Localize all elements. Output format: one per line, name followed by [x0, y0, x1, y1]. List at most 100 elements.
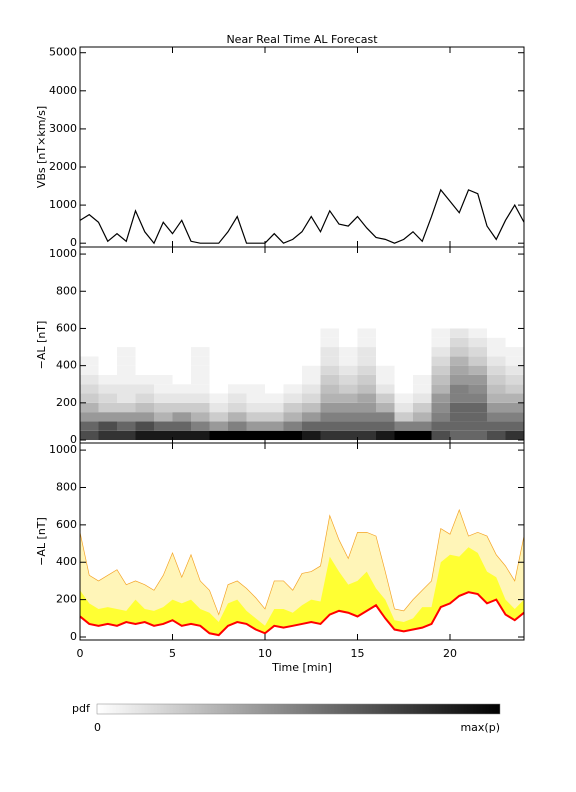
heat-cell — [209, 374, 228, 385]
heat-cell — [302, 421, 321, 431]
heat-cell — [135, 393, 154, 403]
heat-cell — [357, 421, 376, 431]
heat-cell — [394, 384, 413, 394]
heat-cell — [487, 347, 506, 357]
heat-cell — [98, 374, 117, 385]
heat-cell — [468, 402, 487, 413]
heat-cell — [283, 337, 302, 348]
heat-cell — [339, 421, 358, 431]
heat-cell — [431, 337, 450, 348]
y-tick-label: 800 — [56, 480, 77, 493]
y-axis-label: −AL [nT] — [35, 517, 48, 566]
heat-cell — [450, 365, 469, 375]
heat-cell — [376, 337, 395, 348]
heat-cell — [487, 421, 506, 431]
heat-cell — [450, 402, 469, 413]
heat-cell — [468, 337, 487, 348]
heat-cell — [80, 365, 99, 375]
heat-cell — [228, 393, 247, 403]
heat-cell — [431, 393, 450, 403]
heat-cell — [191, 402, 210, 413]
heat-cell — [135, 337, 154, 348]
y-tick-label: 0 — [70, 236, 77, 249]
heat-cell — [468, 356, 487, 366]
heat-cell — [487, 356, 506, 366]
heat-cell — [339, 328, 358, 338]
x-tick-label: 0 — [77, 647, 84, 660]
heat-cell — [265, 337, 284, 348]
heat-cell — [283, 421, 302, 431]
heat-cell — [135, 384, 154, 394]
heat-cell — [172, 374, 191, 385]
heat-cell — [246, 356, 265, 366]
heat-cell — [117, 374, 136, 385]
heat-cell — [339, 402, 358, 413]
heat-cell — [468, 365, 487, 375]
heat-cell — [339, 430, 358, 441]
y-tick-label: 600 — [56, 518, 77, 531]
y-tick-label: 0 — [70, 433, 77, 446]
heat-cell — [172, 393, 191, 403]
heat-cell — [413, 365, 432, 375]
heat-cell — [172, 412, 191, 422]
heat-cell — [413, 328, 432, 338]
heat-cell — [357, 365, 376, 375]
heat-cell — [228, 337, 247, 348]
heat-cell — [339, 347, 358, 357]
heat-cell — [209, 356, 228, 366]
heat-cell — [320, 384, 339, 394]
heat-cell — [228, 421, 247, 431]
heat-cell — [117, 347, 136, 357]
heat-cell — [172, 421, 191, 431]
heat-cell — [505, 430, 524, 441]
heat-cell — [320, 337, 339, 348]
heat-cell — [394, 430, 413, 441]
y-tick-label: 2000 — [49, 160, 77, 173]
heat-cell — [376, 384, 395, 394]
heat-cell — [228, 430, 247, 441]
heat-cell — [431, 328, 450, 338]
heat-cell — [302, 430, 321, 441]
heat-cell — [172, 337, 191, 348]
heat-cell — [450, 337, 469, 348]
heat-cell — [376, 430, 395, 441]
heat-cell — [394, 374, 413, 385]
heat-cell — [413, 374, 432, 385]
heat-cell — [413, 384, 432, 394]
x-tick-label: 10 — [258, 647, 272, 660]
y-tick-label: 0 — [70, 630, 77, 643]
heat-cell — [154, 402, 173, 413]
heat-cell — [468, 393, 487, 403]
heat-cell — [487, 412, 506, 422]
heat-cell — [172, 347, 191, 357]
heat-cell — [413, 337, 432, 348]
heat-cell — [394, 337, 413, 348]
heat-cell — [357, 337, 376, 348]
heat-cell — [191, 347, 210, 357]
heat-cell — [209, 328, 228, 338]
x-tick-label: 5 — [169, 647, 176, 660]
heat-cell — [209, 384, 228, 394]
y-tick-label: 400 — [56, 359, 77, 372]
heat-cell — [487, 430, 506, 441]
y-tick-label: 4000 — [49, 84, 77, 97]
heat-cell — [283, 393, 302, 403]
heat-cell — [376, 365, 395, 375]
heat-cell — [468, 412, 487, 422]
heat-cell — [394, 393, 413, 403]
x-tick-label: 15 — [351, 647, 365, 660]
heat-cell — [302, 402, 321, 413]
y-tick-label: 400 — [56, 555, 77, 568]
heat-cell — [431, 384, 450, 394]
heat-cell — [80, 421, 99, 431]
heat-cell — [154, 393, 173, 403]
heat-cell — [135, 328, 154, 338]
x-axis-label: Time [min] — [271, 661, 332, 674]
heat-cell — [376, 421, 395, 431]
heat-cell — [376, 412, 395, 422]
heat-cell — [431, 347, 450, 357]
heat-cell — [117, 430, 136, 441]
heat-cell — [135, 356, 154, 366]
heat-cell — [413, 430, 432, 441]
plot-frame — [79, 442, 525, 641]
